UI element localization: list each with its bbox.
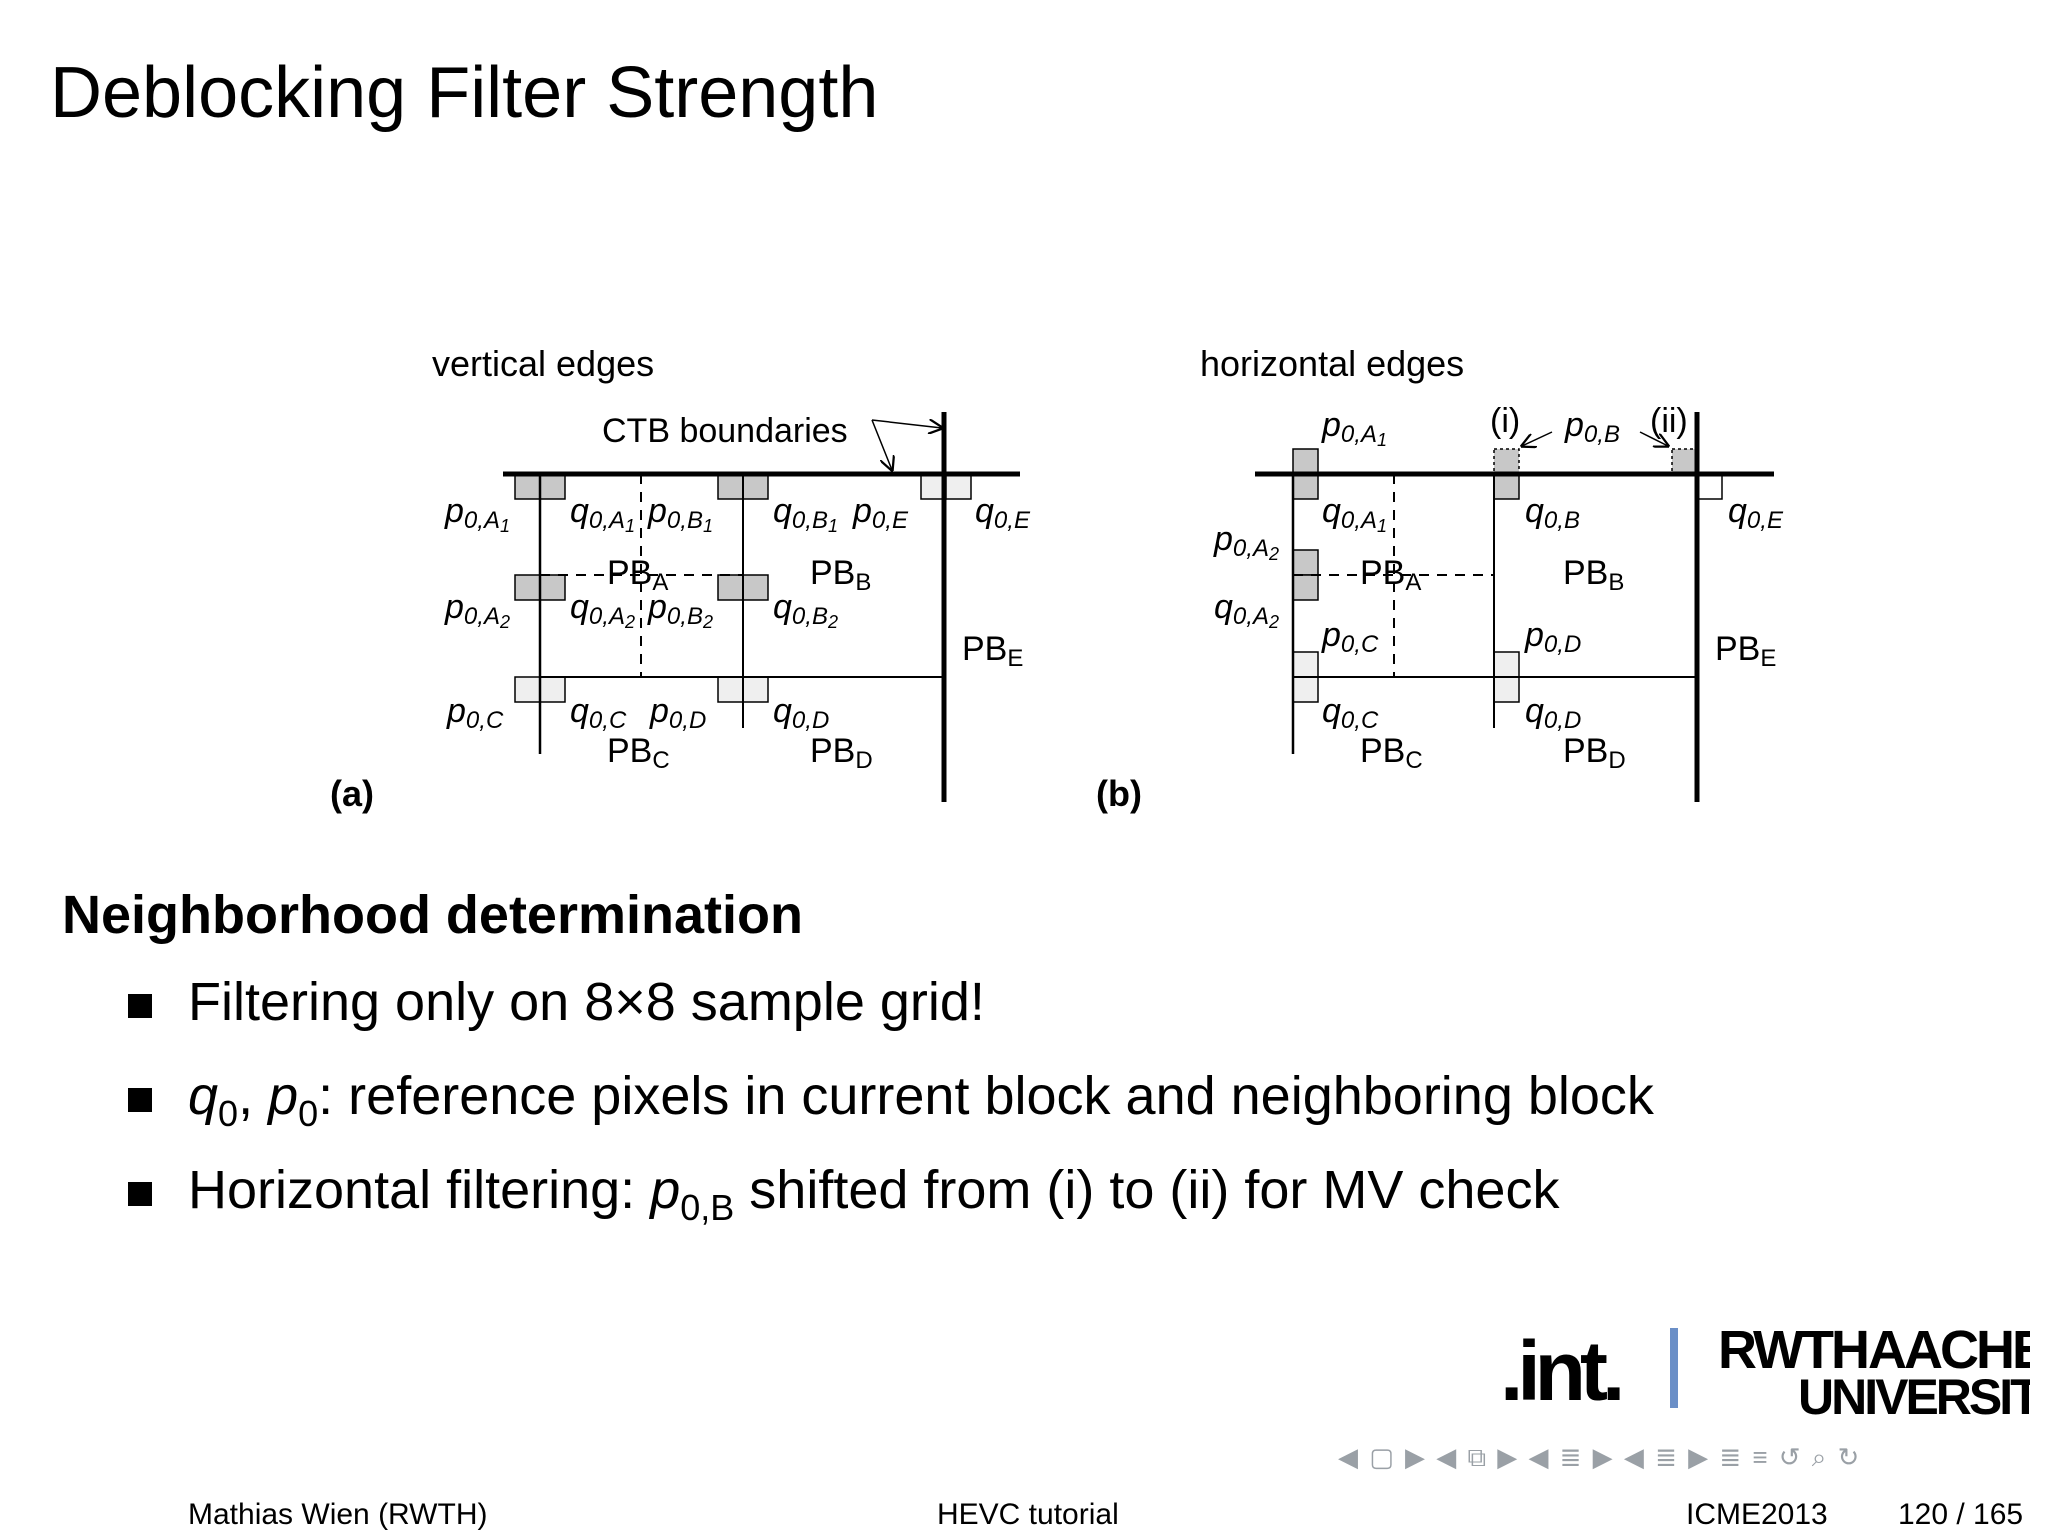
svg-text:p0,D: p0,D xyxy=(649,692,706,734)
svg-text:p0,B: p0,B xyxy=(1564,406,1620,448)
svg-text:p0,C: p0,C xyxy=(1321,616,1379,658)
logos: .int. RWTH AACHEN UNIVERSITY xyxy=(1500,1320,2030,1420)
svg-text:p0,A2: p0,A2 xyxy=(1213,520,1279,564)
svg-text:PBE: PBE xyxy=(1715,630,1776,672)
svg-text:q0,C: q0,C xyxy=(570,692,627,734)
university-logo-text: UNIVERSITY xyxy=(1798,1369,2030,1420)
footer-event: ICME2013 xyxy=(1686,1498,1828,1531)
svg-text:q0,B: q0,B xyxy=(1525,492,1580,534)
svg-text:PBC: PBC xyxy=(607,732,670,774)
svg-text:p0,E: p0,E xyxy=(852,492,909,534)
section-heading: Neighborhood determination xyxy=(62,885,803,945)
bullet-item: q0, p0: reference pixels in current bloc… xyxy=(120,1066,1654,1160)
svg-text:q0,E: q0,E xyxy=(975,492,1031,534)
logo-divider xyxy=(1670,1328,1678,1408)
svg-text:p0,B2: p0,B2 xyxy=(647,588,713,632)
svg-text:q0,B2: q0,B2 xyxy=(773,588,838,632)
svg-text:q0,D: q0,D xyxy=(773,692,829,734)
int-logo: .int. xyxy=(1500,1324,1620,1418)
mark-ii: (ii) xyxy=(1650,402,1688,440)
svg-text:p0,C: p0,C xyxy=(446,692,504,734)
svg-text:PBA: PBA xyxy=(607,554,668,596)
svg-text:q0,A1: q0,A1 xyxy=(570,492,635,536)
footer-author: Mathias Wien (RWTH) xyxy=(188,1498,488,1531)
ctb-arrow-2 xyxy=(871,419,892,470)
bullet-item: Filtering only on 8×8 sample grid! xyxy=(120,972,1654,1066)
beamer-nav-bar[interactable]: ◀ ▢ ▶ ◀ ⧉ ▶ ◀ ≣ ▶ ◀ ≣ ▶ ≣ ≡ ↺ ⌕ ↻ xyxy=(1338,1442,1862,1472)
panel-a: vertical edges (a) CTB boundaries xyxy=(330,343,1031,814)
svg-text:PBB: PBB xyxy=(810,554,871,596)
svg-text:q0,E: q0,E xyxy=(1728,492,1784,534)
bullet-item: Horizontal filtering: p0,B shifted from … xyxy=(120,1160,1654,1254)
bullet-square-icon xyxy=(128,1088,152,1112)
aachen-logo-text: AACHEN xyxy=(1868,1320,2030,1380)
svg-text:q0,A1: q0,A1 xyxy=(1322,492,1387,536)
bullet-list: Filtering only on 8×8 sample grid! q0, p… xyxy=(120,972,1654,1254)
panel-b: horizontal edges (b) (i) (ii) p0,A1 p0 xyxy=(1096,343,1784,814)
panel-a-heading: vertical edges xyxy=(432,343,654,384)
svg-text:q0,B1: q0,B1 xyxy=(773,492,838,536)
bullet-square-icon xyxy=(128,994,152,1018)
svg-text:p0,D: p0,D xyxy=(1524,616,1581,658)
svg-text:q0,A2: q0,A2 xyxy=(570,588,635,632)
svg-text:q0,D: q0,D xyxy=(1525,692,1581,734)
svg-text:p0,A1: p0,A1 xyxy=(444,492,510,536)
svg-text:PBD: PBD xyxy=(1563,732,1626,774)
panel-b-tag: (b) xyxy=(1096,773,1142,814)
svg-text:p0,A2: p0,A2 xyxy=(444,588,510,632)
svg-text:q0,C: q0,C xyxy=(1322,692,1379,734)
svg-text:q0,A2: q0,A2 xyxy=(1214,588,1279,632)
svg-text:PBA: PBA xyxy=(1360,554,1421,596)
bullet-square-icon xyxy=(128,1182,152,1206)
deblocking-diagram: vertical edges (a) CTB boundaries xyxy=(330,343,1784,814)
svg-text:PBC: PBC xyxy=(1360,732,1423,774)
panel-b-heading: horizontal edges xyxy=(1200,343,1464,384)
svg-text:p0,B1: p0,B1 xyxy=(647,492,713,536)
panel-a-tag: (a) xyxy=(330,773,374,814)
footer-page-number: 120 / 165 xyxy=(1898,1498,2024,1531)
rwth-logo-text: RWTH xyxy=(1718,1320,1867,1380)
svg-text:PBE: PBE xyxy=(962,630,1023,672)
mark-i: (i) xyxy=(1490,402,1520,440)
panel-b-samples xyxy=(1292,448,1723,703)
svg-text:PBD: PBD xyxy=(810,732,873,774)
svg-text:PBB: PBB xyxy=(1563,554,1624,596)
svg-text:p0,A1: p0,A1 xyxy=(1321,406,1387,450)
slide-title: Deblocking Filter Strength xyxy=(50,53,879,133)
footer-talk: HEVC tutorial xyxy=(937,1498,1119,1531)
ctb-boundaries-label: CTB boundaries xyxy=(602,412,848,450)
ctb-arrow-1 xyxy=(871,420,942,428)
